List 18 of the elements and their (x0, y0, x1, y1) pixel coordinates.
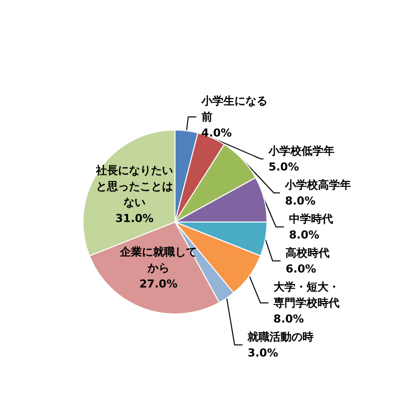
slice-label: 就職活動の時 (246, 330, 314, 344)
slice-label: 企業に就職してから (118, 246, 197, 275)
data-label: 31.0% (115, 212, 154, 225)
data-label: 8.0% (273, 312, 304, 326)
slice-label: 小学校高学年 (284, 178, 351, 192)
slice-label: 社長になりたいと思ったことはない (94, 164, 173, 209)
slice-label: 中学時代 (288, 212, 333, 226)
data-label: 3.0% (248, 346, 278, 360)
data-label: 8.0% (288, 228, 320, 242)
data-label: 6.0% (286, 262, 316, 276)
slice-label: 高校時代 (286, 246, 330, 260)
data-label: 4.0% (201, 126, 232, 140)
data-label: 8.0% (284, 194, 316, 208)
slice-label: 小学生になる前 (200, 94, 268, 124)
data-label: 27.0% (139, 278, 178, 291)
slice-label: 大学・短大・専門学校時代 (272, 280, 340, 310)
slice-label: 小学校低学年 (267, 144, 334, 158)
data-label: 5.0% (268, 160, 299, 174)
